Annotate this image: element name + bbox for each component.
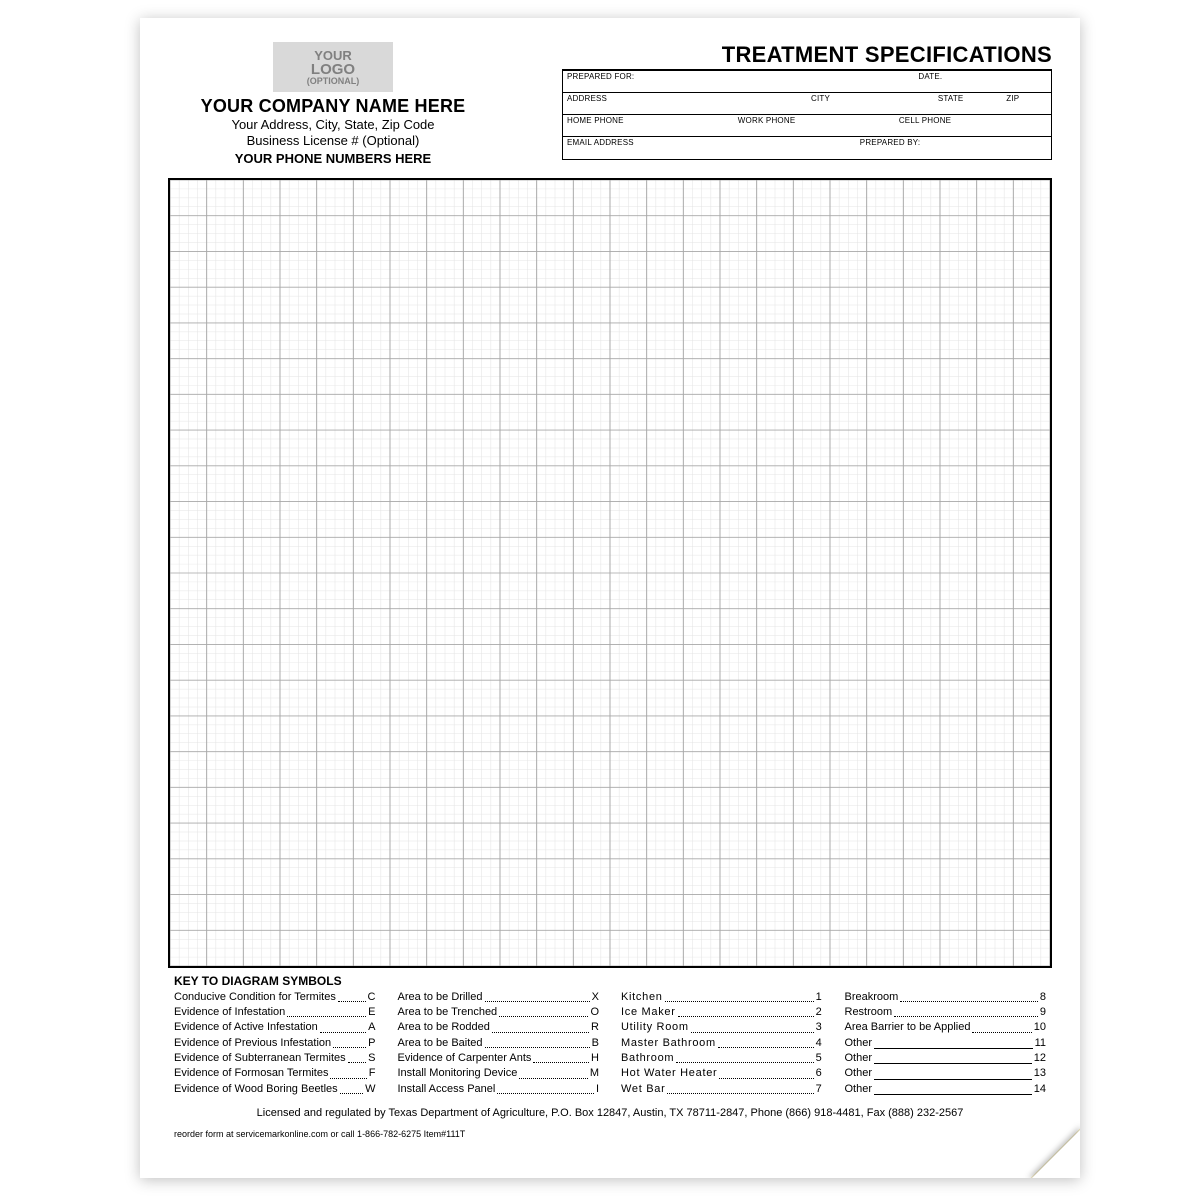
footer-reorder: reorder form at servicemarkonline.com or… bbox=[174, 1129, 1052, 1139]
key-item: Evidence of Formosan TermitesF bbox=[174, 1066, 376, 1081]
key-item: Evidence of Active InfestationA bbox=[174, 1020, 376, 1035]
info-label: PREPARED FOR: bbox=[563, 71, 914, 92]
spec-block: TREATMENT SPECIFICATIONS PREPARED FOR:DA… bbox=[562, 42, 1052, 160]
key-item: Area Barrier to be Applied10 bbox=[845, 1020, 1047, 1035]
key-item: Other14 bbox=[845, 1082, 1047, 1097]
logo-line2: LOGO bbox=[311, 62, 355, 77]
info-row: HOME PHONEWORK PHONECELL PHONE bbox=[563, 115, 1051, 137]
key-item: Evidence of Carpenter AntsH bbox=[398, 1051, 600, 1066]
page-curl bbox=[1010, 1108, 1080, 1178]
info-row: PREPARED FOR:DATE. bbox=[563, 71, 1051, 93]
key-item: Area to be TrenchedO bbox=[398, 1005, 600, 1020]
key-block: KEY TO DIAGRAM SYMBOLS Conducive Conditi… bbox=[168, 974, 1052, 1098]
key-item: Evidence of Subterranean TermitesS bbox=[174, 1051, 376, 1066]
key-title: KEY TO DIAGRAM SYMBOLS bbox=[174, 974, 1052, 988]
info-label: DATE. bbox=[914, 71, 1051, 92]
company-address: Your Address, City, State, Zip Code bbox=[168, 117, 498, 133]
key-item: Evidence of InfestationE bbox=[174, 1005, 376, 1020]
diagram-grid bbox=[168, 178, 1052, 968]
form-page: YOUR LOGO (OPTIONAL) YOUR COMPANY NAME H… bbox=[140, 18, 1080, 1178]
grid-svg bbox=[170, 180, 1050, 966]
key-column: Conducive Condition for TermitesCEvidenc… bbox=[174, 990, 376, 1098]
info-label: CITY bbox=[807, 93, 934, 114]
key-item: Install Monitoring DeviceM bbox=[398, 1066, 600, 1081]
info-label: ZIP bbox=[1002, 93, 1051, 114]
key-item: Wet Bar7 bbox=[621, 1082, 823, 1097]
company-block: YOUR LOGO (OPTIONAL) YOUR COMPANY NAME H… bbox=[168, 42, 498, 166]
form-title: TREATMENT SPECIFICATIONS bbox=[562, 42, 1052, 71]
info-label: EMAIL ADDRESS bbox=[563, 137, 856, 159]
key-item: Breakroom8 bbox=[845, 990, 1047, 1005]
key-item: Evidence of Wood Boring BeetlesW bbox=[174, 1082, 376, 1097]
key-item: Evidence of Previous InfestationP bbox=[174, 1036, 376, 1051]
info-label: PREPARED BY: bbox=[856, 137, 1051, 159]
key-item: Area to be DrilledX bbox=[398, 990, 600, 1005]
key-item: Bathroom5 bbox=[621, 1051, 823, 1066]
logo-line3: (OPTIONAL) bbox=[307, 77, 360, 86]
key-item: Conducive Condition for TermitesC bbox=[174, 990, 376, 1005]
key-item: Kitchen1 bbox=[621, 990, 823, 1005]
customer-info-box: PREPARED FOR:DATE.ADDRESSCITYSTATEZIPHOM… bbox=[562, 71, 1052, 160]
key-item: Utility Room3 bbox=[621, 1020, 823, 1035]
info-label: ADDRESS bbox=[563, 93, 807, 114]
key-item: Other13 bbox=[845, 1066, 1047, 1081]
key-columns: Conducive Condition for TermitesCEvidenc… bbox=[168, 990, 1052, 1098]
logo-placeholder: YOUR LOGO (OPTIONAL) bbox=[273, 42, 393, 92]
info-row: ADDRESSCITYSTATEZIP bbox=[563, 93, 1051, 115]
company-phone: YOUR PHONE NUMBERS HERE bbox=[168, 151, 498, 166]
key-item: Ice Maker2 bbox=[621, 1005, 823, 1020]
info-label: WORK PHONE bbox=[734, 115, 895, 136]
key-item: Hot Water Heater6 bbox=[621, 1066, 823, 1081]
key-item: Other12 bbox=[845, 1051, 1047, 1066]
key-item: Install Access PanelI bbox=[398, 1082, 600, 1097]
logo-line1: YOUR bbox=[314, 49, 352, 62]
key-item: Area to be BaitedB bbox=[398, 1036, 600, 1051]
info-row: EMAIL ADDRESSPREPARED BY: bbox=[563, 137, 1051, 159]
key-item: Restroom9 bbox=[845, 1005, 1047, 1020]
header-row: YOUR LOGO (OPTIONAL) YOUR COMPANY NAME H… bbox=[168, 42, 1052, 166]
key-column: Area to be DrilledXArea to be TrenchedOA… bbox=[398, 990, 600, 1098]
key-item: Master Bathroom4 bbox=[621, 1036, 823, 1051]
info-label: STATE bbox=[934, 93, 1002, 114]
company-name: YOUR COMPANY NAME HERE bbox=[168, 96, 498, 117]
info-label: HOME PHONE bbox=[563, 115, 734, 136]
company-license: Business License # (Optional) bbox=[168, 133, 498, 149]
info-label: CELL PHONE bbox=[895, 115, 1051, 136]
key-item: Area to be RoddedR bbox=[398, 1020, 600, 1035]
key-item: Other11 bbox=[845, 1036, 1047, 1051]
footer-license: Licensed and regulated by Texas Departme… bbox=[168, 1107, 1052, 1119]
key-column: Kitchen1Ice Maker2Utility Room3Master Ba… bbox=[621, 990, 823, 1098]
key-column: Breakroom8Restroom9Area Barrier to be Ap… bbox=[845, 990, 1047, 1098]
